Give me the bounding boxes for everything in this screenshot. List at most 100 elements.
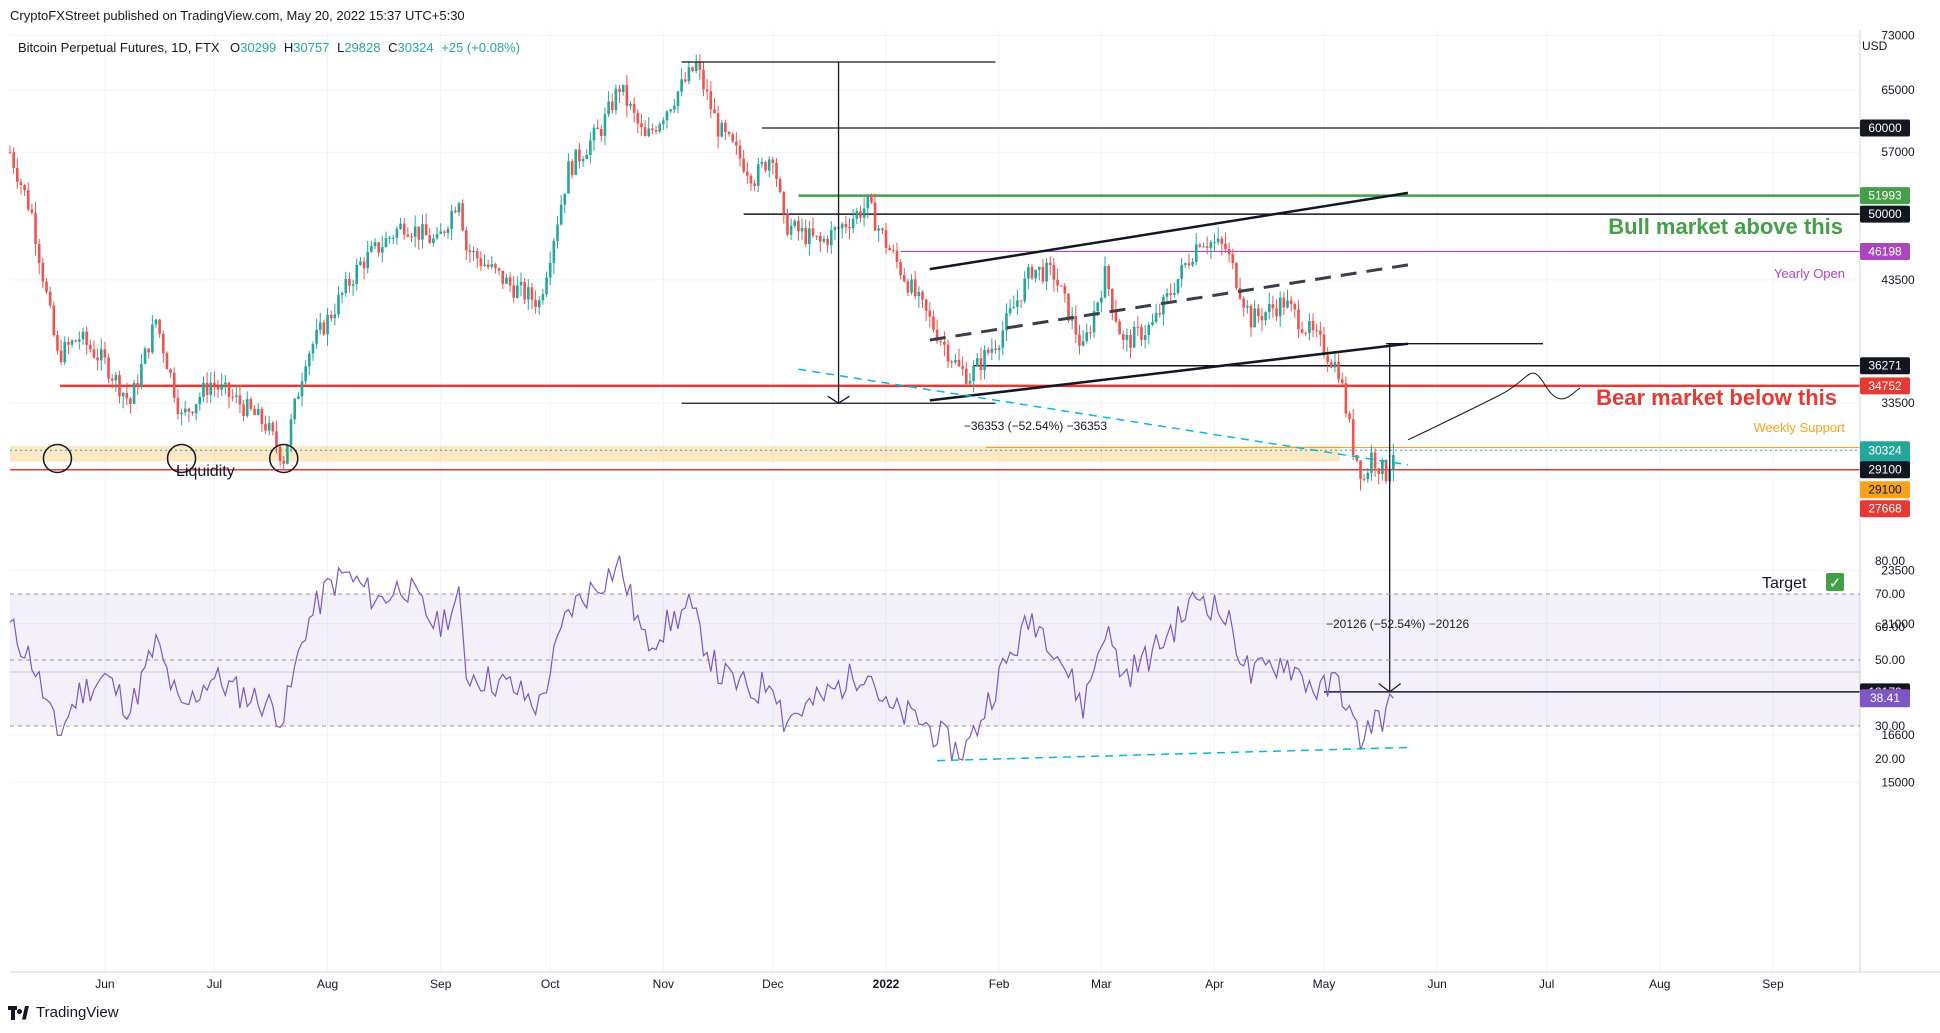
candle-body [530,287,534,300]
liquidity-label: Liquidity [176,463,235,480]
tradingview-logo[interactable]: TradingView [8,1004,119,1021]
candle [424,213,428,236]
candle [56,330,59,355]
candle-body [1012,306,1016,309]
price-axis[interactable]: 8500073000650005700043500335002350021000… [1859,0,1915,972]
rsi-tick-label: 30.00 [1875,719,1905,733]
candle-body [1169,293,1172,295]
candle [242,400,245,422]
weekly-support-zone [10,445,1340,462]
candle [1107,264,1110,297]
candle-body [103,349,107,358]
tradingview-logo-icon [8,1005,30,1020]
candle-body [1249,305,1253,328]
candle [1056,268,1059,293]
candle [625,75,629,118]
candle [370,240,373,253]
candle-body [537,300,541,308]
candle-body [1107,265,1110,290]
candle [1205,236,1209,255]
candle-body [1289,300,1293,305]
candle [749,173,753,191]
candle [213,371,216,397]
candle-body [1362,478,1366,480]
candle-body [1085,332,1089,342]
candle [851,209,855,234]
candle [870,193,873,204]
candle [957,348,961,368]
candle [384,231,388,248]
candle-body [472,250,475,253]
price-tag-bg [1860,187,1910,205]
candle-body [1220,238,1224,244]
candle-body [764,161,767,171]
candle [859,205,862,223]
candle [454,206,457,214]
candle [92,340,96,360]
candle [373,238,377,250]
candle-body [826,238,829,246]
candlesticks[interactable] [8,54,1395,491]
candle-body [618,88,621,92]
price-tick-label: 21000 [1881,617,1915,631]
candle-body [275,431,278,447]
candle-body [457,203,461,213]
candle [23,184,26,197]
time-axis[interactable]: Jun Jul Aug Sep Oct Nov Dec 2022 Feb Mar Apr May Jun… [10,971,1940,991]
candle-body [913,279,917,297]
candle-body [399,223,402,229]
candle [99,338,103,371]
candle-body [497,268,501,271]
price-tick-label: 15000 [1881,776,1915,790]
candle [614,84,618,115]
candle-body [1008,308,1012,314]
candle [1330,358,1333,369]
candle [194,403,198,421]
candle-body [822,238,826,242]
candle [351,279,355,296]
candle [1132,321,1136,348]
candle [928,302,932,328]
candle-body [468,250,472,253]
candle [428,228,432,244]
candle [932,310,935,333]
candle-body [1129,334,1132,348]
price-tag-label: 29100 [1868,463,1902,477]
candle [147,348,150,359]
candle-body [1067,293,1070,321]
candle [151,314,154,355]
candle [632,97,636,123]
candle [81,327,85,345]
candle-body [351,284,355,286]
candle-body [819,235,822,242]
candle-body [391,237,395,239]
candle-body [965,368,968,384]
price-tag-label: 27668 [1868,502,1902,516]
rsi-pane[interactable]: 80.00 70.00 60.00 50.00 30.00 20.00 38.41 [9,554,1910,766]
time-tick-label: Jul [207,977,222,991]
candle-body [366,251,369,269]
candle [1129,329,1132,359]
candle-body [16,168,19,182]
candle [198,392,202,411]
candle-body [209,382,213,396]
measure-top-arrowhead-r [838,395,850,404]
candle-body [162,333,165,354]
candle-body [892,250,895,252]
candle-body [381,247,384,253]
candle-body [1092,311,1096,333]
candle-body [1359,460,1362,479]
time-tick-label: Sep [1762,977,1784,991]
candle [523,278,526,305]
candle [249,397,253,412]
candle [789,218,793,240]
drawings[interactable] [42,61,1581,693]
candle-body [720,122,724,137]
candle [1140,324,1143,347]
candle-body [242,404,245,416]
candle [760,157,764,168]
candle-body [1056,279,1059,286]
candle [289,413,293,452]
candle-body [1074,315,1078,335]
